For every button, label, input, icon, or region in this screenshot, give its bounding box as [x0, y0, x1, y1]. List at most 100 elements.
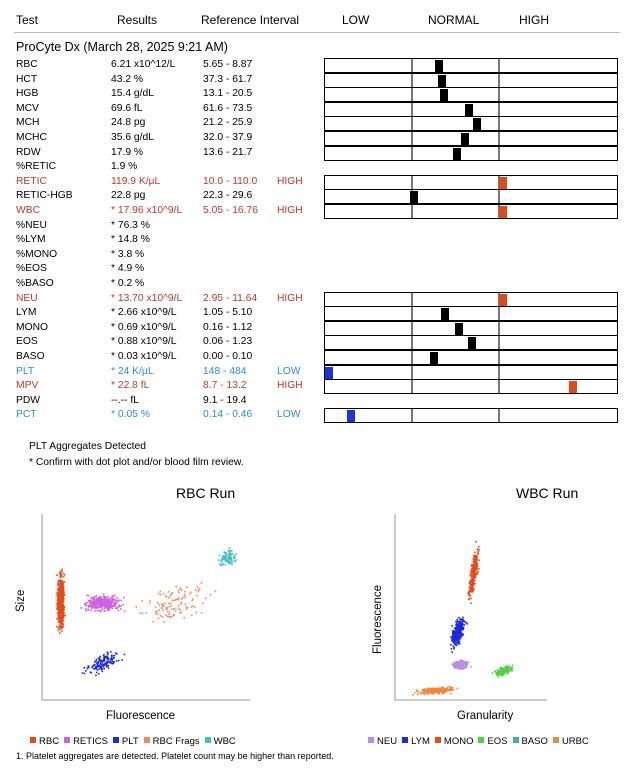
scatter-dot	[60, 587, 63, 590]
scatter-dot	[460, 618, 463, 620]
scatter-dot	[112, 602, 115, 605]
scatter-dot	[93, 598, 96, 601]
scatter-dot	[168, 597, 170, 599]
scatter-dot	[61, 619, 64, 622]
scatter-dot	[155, 613, 157, 616]
test-result: * 0.03 x10^9/L	[111, 351, 177, 362]
scatter-dot	[97, 603, 99, 605]
scatter-dot	[227, 549, 230, 552]
scatter-dot	[159, 593, 162, 596]
scatter-dot	[472, 555, 475, 557]
scatter-dot	[476, 563, 479, 565]
scatter-dot	[104, 601, 106, 604]
reference-interval: 148 - 484	[203, 365, 247, 377]
scatter-dot	[101, 660, 103, 662]
test-result: 24.8 pg	[111, 117, 146, 129]
result-marker	[438, 74, 447, 87]
scatter-dot	[456, 639, 458, 641]
scatter-dot	[87, 594, 90, 597]
result-marker	[473, 118, 482, 131]
scatter-dot	[220, 561, 223, 563]
scatter-dot	[171, 599, 174, 602]
scatter-dot	[165, 596, 168, 598]
scatter-dot	[174, 610, 177, 612]
scatter-dot	[465, 666, 467, 669]
scatter-dot	[117, 600, 119, 603]
scatter-dot	[60, 581, 63, 584]
gauge-high-divider	[498, 190, 500, 204]
scatter-dot	[499, 672, 501, 674]
scatter-dot	[458, 623, 460, 626]
scatter-dot	[92, 665, 94, 667]
scatter-dot	[116, 606, 119, 608]
scatter-dot	[63, 591, 65, 594]
scatter-dot	[459, 629, 462, 631]
scatter-dot	[110, 600, 113, 602]
scatter-dot	[103, 604, 105, 606]
scatter-dot	[60, 601, 62, 603]
scatter-dot	[99, 655, 101, 658]
scatter-dot	[421, 691, 423, 694]
scatter-dot	[469, 581, 471, 583]
scatter-dot	[433, 687, 436, 690]
scatter-dot	[112, 662, 115, 664]
scatter-dot	[61, 596, 63, 598]
test-result: * 4.9 %	[111, 263, 145, 275]
gauge-low-divider	[411, 59, 413, 72]
scatter-dot	[168, 590, 170, 593]
scatter-dot	[456, 637, 459, 640]
scatter-dot	[498, 673, 501, 675]
scatter-dot	[114, 600, 117, 602]
scatter-dot	[60, 599, 62, 602]
scatter-dot	[56, 607, 58, 610]
scatter-dot	[60, 583, 62, 586]
scatter-dot	[229, 561, 232, 563]
scatter-dot	[455, 665, 458, 668]
header-normal: NORMAL	[428, 13, 480, 27]
scatter-dot	[452, 632, 454, 635]
reference-interval: 5.65 - 8.87	[203, 59, 253, 70]
reference-interval: 8.7 - 13.2	[203, 380, 247, 392]
scatter-dot	[100, 609, 102, 612]
scatter-dot	[470, 570, 472, 572]
scatter-dot	[455, 638, 457, 641]
scatter-dot	[446, 689, 448, 691]
scatter-dot	[178, 591, 180, 594]
scatter-dot	[64, 614, 66, 617]
result-row: %BASO * 0.2 %	[0, 277, 636, 292]
result-flag: LOW	[277, 365, 301, 377]
test-result: 119.9 K/µL	[111, 175, 161, 187]
scatter-dot	[97, 606, 99, 609]
scatter-dot	[441, 687, 443, 690]
scatter-dot	[474, 568, 477, 571]
scatter-dot	[472, 584, 474, 587]
scatter-dot	[473, 559, 476, 562]
legend-swatch	[112, 737, 119, 743]
scatter-dot	[108, 609, 111, 611]
scatter-dot	[477, 546, 480, 548]
scatter-dot	[453, 666, 456, 669]
scatter-dot	[173, 613, 175, 616]
scatter-dot	[110, 657, 112, 660]
scatter-dot	[472, 572, 475, 575]
scatter-dot	[459, 633, 462, 635]
scatter-dot	[456, 661, 458, 664]
scatter-dot	[101, 663, 103, 666]
scatter-dot	[456, 664, 459, 666]
scatter-dot	[165, 614, 167, 616]
scatter-dot	[427, 690, 430, 693]
legend-swatch	[368, 737, 374, 743]
scatter-dot	[444, 691, 446, 694]
scatter-dot	[58, 609, 60, 611]
scatter-dot	[180, 588, 182, 591]
scatter-dot	[110, 654, 113, 657]
scatter-dot	[435, 688, 437, 691]
scatter-dot	[103, 607, 106, 609]
aggregates-note: PLT Aggregates Detected	[29, 441, 146, 452]
gauge-low-divider	[411, 409, 413, 423]
scatter-dot	[458, 621, 461, 624]
scatter-dot	[436, 688, 439, 690]
result-gauge	[324, 291, 618, 307]
scatter-dot	[179, 587, 181, 590]
scatter-dot	[235, 559, 238, 561]
